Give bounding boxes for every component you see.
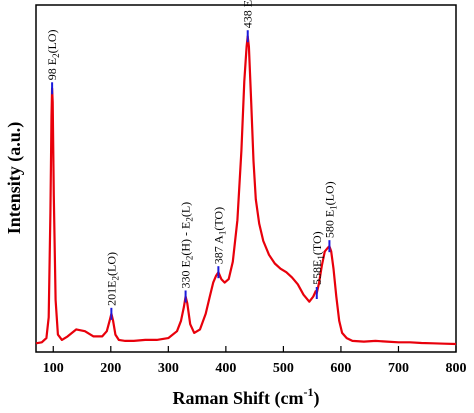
x-axis-title-main: Raman Shift (cm [173,388,304,409]
peak-label: 438 E2(H) [241,0,257,28]
x-axis-title: Raman Shift (cm-1) [173,385,320,409]
x-tick-label: 500 [273,361,294,376]
x-axis-title-tail: ) [314,388,320,409]
peak-label: 580 E1(LO) [322,181,338,238]
x-tick-label: 600 [330,361,351,376]
series-layer [35,35,457,346]
peak-label: 98 E2(LO) [45,29,61,80]
x-tick-label: 800 [446,361,467,376]
x-tick-label: 300 [158,361,179,376]
annotations-layer: 98 E2(LO) 201E2(LO) 330 E2(H) - E2(L) 387 A… [45,0,338,320]
x-tick-label: 400 [215,361,236,376]
peak-label: 330 E2(H) - E2(L) [179,202,195,289]
x-tick-label: 100 [43,361,64,376]
y-axis-title: Intensity (a.u.) [4,122,25,235]
peak-label: 387 A1(TO) [211,207,227,264]
peak-label: 201E2(LO) [104,252,120,306]
x-tick-label: 200 [100,361,121,376]
x-axis-ticks: 100 200 300 400 500 600 700 800 [43,346,467,376]
x-tick-label: 700 [388,361,409,376]
plot-frame [35,4,457,353]
peak-label: 558E1(TO) [310,231,326,285]
spectrum-line [35,35,457,346]
x-axis-title-sup: -1 [304,385,314,399]
